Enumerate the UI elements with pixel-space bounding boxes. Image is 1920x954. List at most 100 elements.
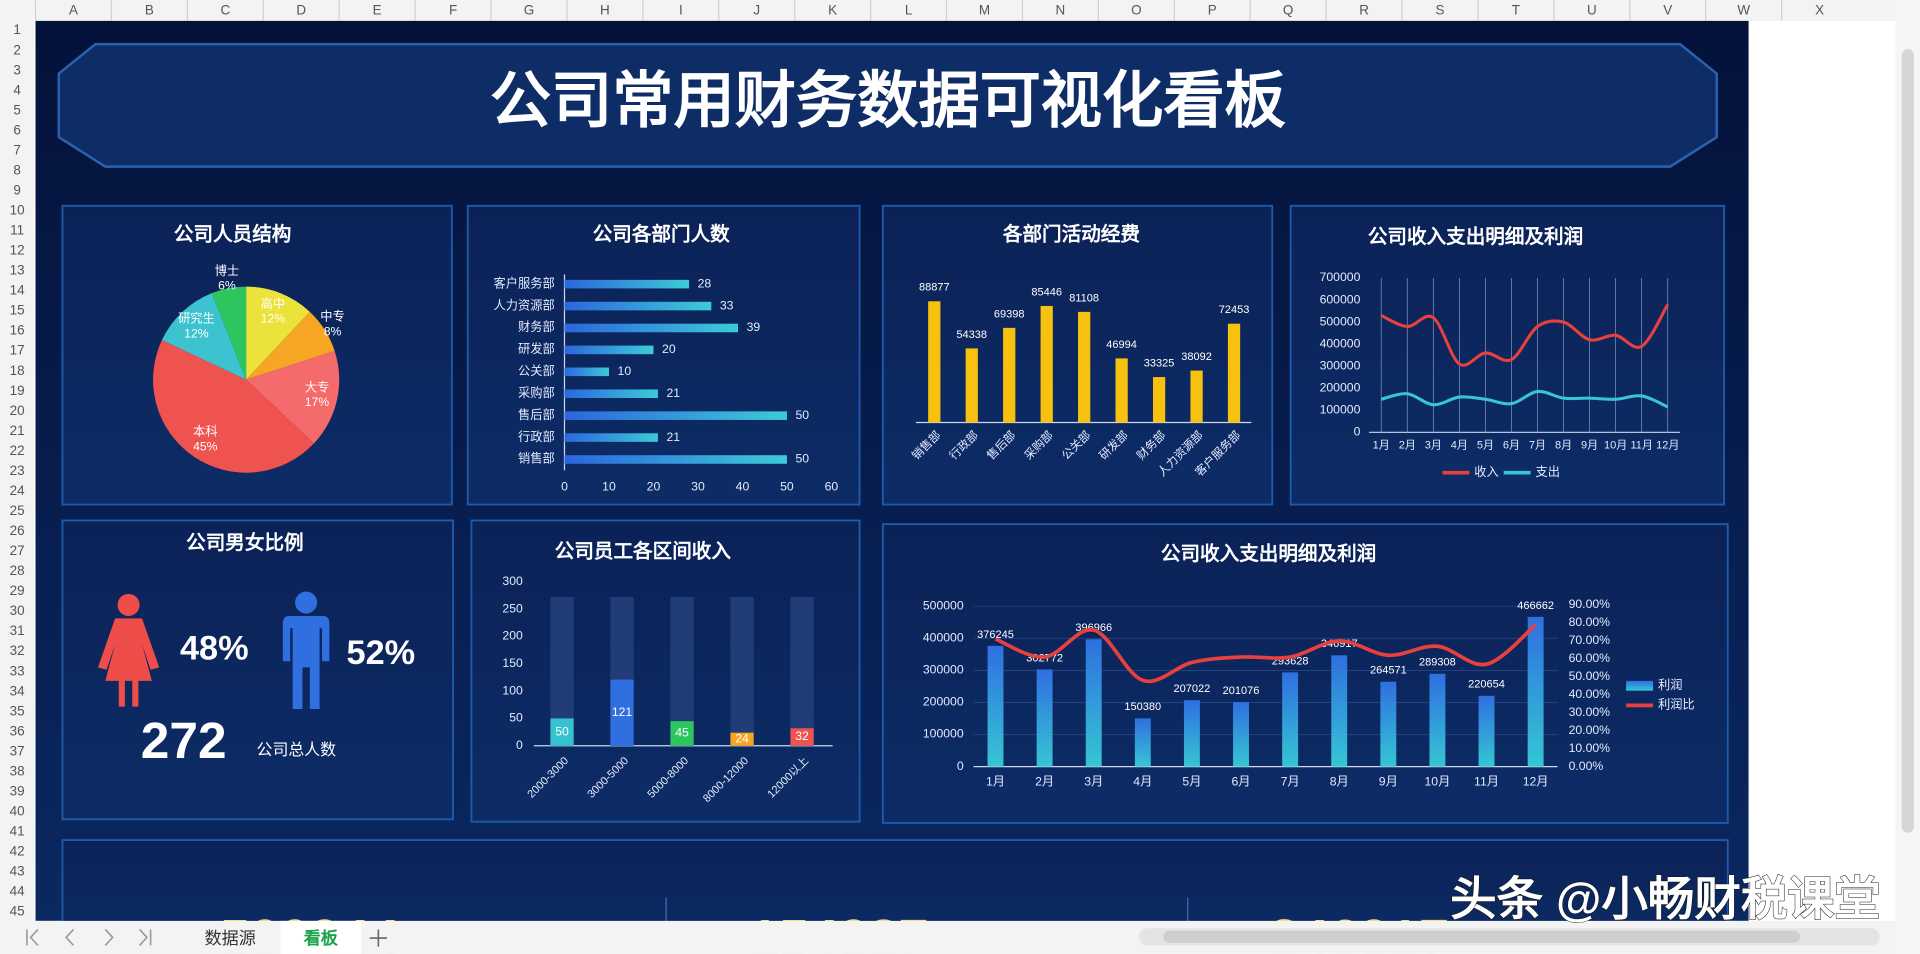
bar — [1380, 681, 1397, 767]
row-label: 16 — [10, 323, 25, 338]
panel-title: 公司男女比例 — [186, 531, 303, 554]
panel-title: 公司收入支出明细及利润 — [1161, 542, 1376, 565]
y-tick-label: 0 — [516, 738, 523, 752]
row-label: 14 — [10, 283, 25, 298]
bar — [790, 728, 814, 746]
sheet-tab[interactable]: 数据源 — [205, 928, 256, 948]
value-label: 50 — [796, 408, 810, 422]
column-label: T — [1512, 3, 1520, 18]
row-label: 22 — [10, 443, 25, 458]
scroll-thumb[interactable] — [1901, 49, 1914, 833]
legend-label: 利润 — [1658, 678, 1682, 692]
background-bar — [730, 597, 754, 746]
column-label: G — [524, 3, 534, 18]
column-label: M — [979, 3, 990, 18]
row-label: 11 — [10, 223, 24, 238]
y2-tick-label: 20.00% — [1569, 723, 1611, 737]
y2-tick-label: 0.00% — [1569, 759, 1604, 773]
column-label: C — [220, 3, 230, 18]
title-banner — [57, 42, 1718, 168]
slice-value: 12% — [184, 326, 209, 340]
legend-swatch — [1626, 680, 1654, 691]
column-label: E — [373, 3, 382, 18]
value-label: 10 — [618, 364, 632, 378]
bar — [1134, 718, 1151, 767]
x-tick-label: 8月 — [1555, 440, 1572, 452]
bar — [564, 389, 658, 399]
y-tick-label: 250 — [502, 601, 523, 615]
column-label: Q — [1283, 3, 1293, 18]
column-label: B — [145, 3, 154, 18]
bar — [1183, 700, 1200, 767]
bar — [1429, 673, 1446, 767]
value-label: 376245 — [977, 629, 1014, 641]
x-tick-label: 3月 — [1084, 775, 1103, 789]
y-tick-label: 300 — [502, 574, 523, 588]
bar — [564, 433, 658, 442]
row-label: 25 — [10, 503, 25, 518]
column-label: L — [905, 3, 913, 18]
bar — [564, 301, 712, 311]
total-staff-label: 公司总人数 — [257, 741, 337, 759]
x-tick-label: 9月 — [1581, 440, 1598, 452]
y2-tick-label: 70.00% — [1569, 633, 1611, 647]
bar — [1036, 669, 1053, 767]
value-label: 207022 — [1174, 683, 1211, 695]
bar — [564, 367, 609, 377]
y2-tick-label: 80.00% — [1569, 615, 1611, 629]
row-label: 36 — [10, 723, 25, 738]
row-label: 34 — [10, 683, 25, 698]
pie-slice — [153, 340, 314, 473]
value-label: 466662 — [1517, 600, 1554, 612]
bar — [1190, 370, 1203, 423]
value-label: 264571 — [1370, 665, 1407, 677]
column-label: I — [679, 3, 683, 18]
panel-title: 公司人员结构 — [174, 222, 291, 245]
tab-nav[interactable] — [26, 928, 387, 947]
category-label: 销售部 — [518, 451, 555, 466]
bar — [1078, 311, 1091, 423]
bar — [928, 301, 941, 423]
value-label: 88877 — [919, 282, 950, 294]
x-tick-label: 1月 — [1373, 440, 1390, 452]
background-bar — [670, 597, 694, 746]
y-tick-label: 500000 — [1320, 314, 1361, 328]
panel-title: 公司收入支出明细及利润 — [1368, 225, 1583, 248]
row-label: 35 — [10, 703, 25, 718]
h-scroll-thumb[interactable] — [1163, 930, 1800, 943]
panel — [881, 523, 1729, 824]
row-label: 37 — [10, 743, 25, 758]
sheet-tab[interactable]: 看板 — [280, 920, 362, 954]
slice-value: 6% — [218, 279, 236, 293]
row-label: 38 — [10, 763, 25, 778]
slice-label: 博士 — [215, 263, 239, 278]
value-label: 39 — [747, 320, 761, 334]
bar — [670, 721, 694, 746]
column-label: X — [1815, 3, 1824, 18]
x-tick-label: 9月 — [1379, 775, 1398, 789]
column-label: H — [600, 3, 610, 18]
value-label: 220654 — [1468, 679, 1505, 691]
y-tick-label: 700000 — [1320, 270, 1361, 284]
value-label: 72453 — [1219, 304, 1250, 316]
sheet-tab-label[interactable]: 看板 — [303, 928, 339, 948]
value-label: 21 — [666, 386, 680, 400]
bar — [564, 323, 738, 333]
slice-value: 8% — [324, 324, 342, 338]
x-tick-label: 50 — [780, 480, 794, 494]
bar — [1331, 655, 1348, 767]
panel — [466, 204, 861, 506]
sheet-tab-label[interactable]: 数据源 — [205, 928, 256, 948]
x-tick-label: 10月 — [1604, 440, 1627, 452]
bar — [564, 411, 787, 420]
x-tick-label: 5月 — [1182, 775, 1201, 789]
value-label: 33325 — [1144, 357, 1175, 369]
y2-tick-label: 40.00% — [1569, 687, 1611, 701]
row-label: 4 — [13, 82, 21, 97]
row-label: 5 — [13, 102, 20, 117]
bar — [1527, 616, 1544, 767]
column-label: P — [1208, 3, 1217, 18]
panel-title: 公司员工各区间收入 — [555, 539, 732, 562]
slice-label: 中专 — [320, 309, 344, 324]
